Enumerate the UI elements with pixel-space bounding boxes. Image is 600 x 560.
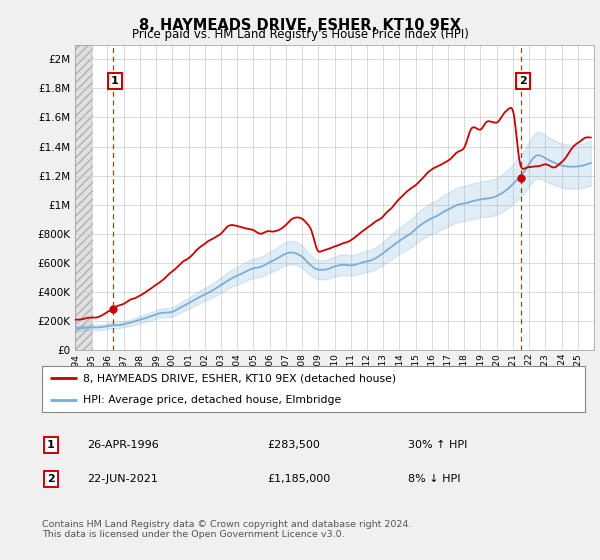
Bar [75, 45, 93, 350]
Text: Price paid vs. HM Land Registry's House Price Index (HPI): Price paid vs. HM Land Registry's House … [131, 28, 469, 41]
Text: Contains HM Land Registry data © Crown copyright and database right 2024.
This d: Contains HM Land Registry data © Crown c… [42, 520, 412, 539]
Text: 2: 2 [519, 76, 527, 86]
Text: £283,500: £283,500 [267, 440, 320, 450]
Text: 1: 1 [111, 76, 119, 86]
Text: 26-APR-1996: 26-APR-1996 [87, 440, 159, 450]
Text: 8% ↓ HPI: 8% ↓ HPI [408, 474, 461, 484]
Text: 2: 2 [47, 474, 55, 484]
Text: 1: 1 [47, 440, 55, 450]
Text: 8, HAYMEADS DRIVE, ESHER, KT10 9EX: 8, HAYMEADS DRIVE, ESHER, KT10 9EX [139, 18, 461, 33]
Text: £1,185,000: £1,185,000 [267, 474, 330, 484]
Text: 30% ↑ HPI: 30% ↑ HPI [408, 440, 467, 450]
Text: 22-JUN-2021: 22-JUN-2021 [87, 474, 158, 484]
Text: 8, HAYMEADS DRIVE, ESHER, KT10 9EX (detached house): 8, HAYMEADS DRIVE, ESHER, KT10 9EX (deta… [83, 373, 396, 383]
Text: HPI: Average price, detached house, Elmbridge: HPI: Average price, detached house, Elmb… [83, 395, 341, 405]
